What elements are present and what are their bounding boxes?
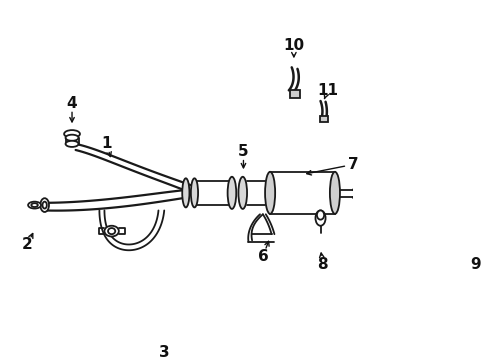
Ellipse shape xyxy=(31,203,38,207)
Ellipse shape xyxy=(239,177,247,209)
Text: 5: 5 xyxy=(238,144,249,159)
Ellipse shape xyxy=(66,141,78,147)
Text: 1: 1 xyxy=(101,136,112,151)
Ellipse shape xyxy=(265,172,275,214)
Ellipse shape xyxy=(28,202,41,208)
Ellipse shape xyxy=(66,135,78,141)
Text: 2: 2 xyxy=(22,237,33,252)
Ellipse shape xyxy=(43,202,47,208)
Ellipse shape xyxy=(365,180,377,230)
Text: 8: 8 xyxy=(318,257,328,271)
Ellipse shape xyxy=(191,178,198,207)
Ellipse shape xyxy=(40,198,49,212)
Ellipse shape xyxy=(228,177,236,209)
Text: 4: 4 xyxy=(67,96,77,111)
Text: 10: 10 xyxy=(283,39,304,53)
Ellipse shape xyxy=(316,211,325,226)
Bar xyxy=(371,180,465,230)
Ellipse shape xyxy=(182,178,190,207)
Ellipse shape xyxy=(64,130,80,138)
Ellipse shape xyxy=(104,226,119,237)
Text: 11: 11 xyxy=(317,83,338,98)
Bar xyxy=(270,172,335,214)
Text: 6: 6 xyxy=(258,249,269,264)
Ellipse shape xyxy=(459,180,470,230)
Bar xyxy=(320,116,328,122)
Text: 9: 9 xyxy=(470,257,481,271)
Text: 7: 7 xyxy=(347,157,358,172)
Ellipse shape xyxy=(108,228,115,234)
Ellipse shape xyxy=(317,211,324,220)
Bar xyxy=(290,90,300,98)
Ellipse shape xyxy=(330,172,340,214)
Text: 3: 3 xyxy=(159,345,170,360)
